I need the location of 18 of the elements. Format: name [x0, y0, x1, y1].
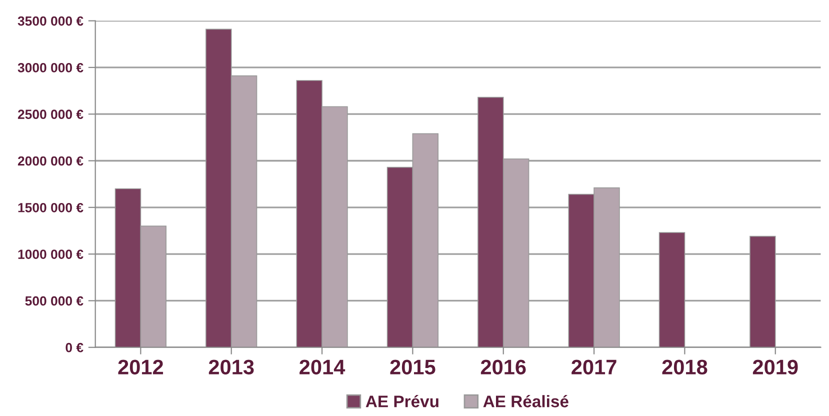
y-tick-label: 2500 000 €: [18, 110, 84, 120]
y-tick-label: 1500 000 €: [18, 202, 84, 212]
legend-label: AE Réalisé: [483, 394, 568, 408]
y-tick-label: 3000 000 €: [18, 63, 84, 72]
x-tick-label: 2013: [208, 360, 254, 374]
y-tick-label: 2000 000 €: [18, 156, 84, 166]
x-tick-label: 2019: [752, 360, 798, 374]
x-tick-label: 2012: [118, 360, 164, 374]
legend-label: AE Prévu: [366, 394, 438, 408]
y-tick-label: 0 €: [66, 342, 84, 352]
x-tick-label: 2014: [300, 360, 346, 374]
x-tick-label: 2018: [662, 360, 708, 374]
x-tick-label: 2015: [390, 360, 436, 374]
x-tick-label: 2016: [480, 360, 526, 374]
y-tick-label: 1000 000 €: [18, 250, 84, 259]
x-tick-label: 2017: [572, 360, 616, 374]
y-tick-label: 500 000 €: [25, 296, 84, 306]
y-tick-label: 3500 000 €: [18, 16, 84, 26]
